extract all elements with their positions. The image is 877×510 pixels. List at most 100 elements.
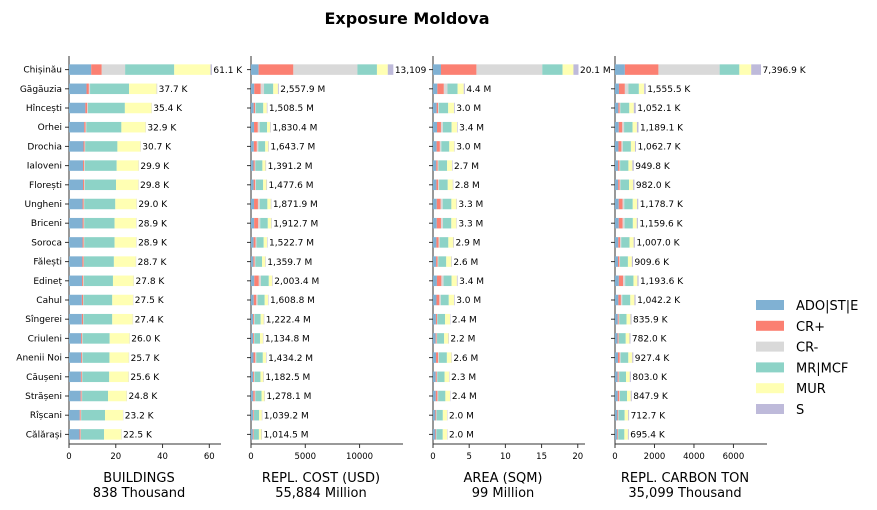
bar-value-label: 1,555.5 K	[647, 85, 691, 95]
bar-segment-mr-mcf	[439, 179, 448, 191]
bar-segment-cr-	[436, 179, 439, 191]
bar-segment-mur	[627, 256, 632, 267]
bar-value-label: 37.7 K	[159, 85, 189, 95]
bar-segment-mur	[624, 409, 629, 421]
bar-segment-ado-st-e	[433, 333, 436, 344]
bar-segment-mur	[267, 121, 271, 133]
bar-segment-mr-mcf	[440, 294, 449, 306]
bar-segment-cr-	[254, 256, 256, 267]
bar-segment-ado-st-e	[69, 371, 81, 383]
bar-value-label: 1,189.1 K	[640, 123, 684, 133]
bar-segment-mr-mcf	[84, 160, 117, 171]
x-tick-label: 60	[204, 452, 215, 462]
bar-segment-ado-st-e	[69, 390, 81, 402]
legend-label: CR+	[796, 320, 825, 335]
bar-segment-s	[636, 217, 638, 229]
bar-segment-cr-	[253, 294, 257, 306]
bar-segment-s	[633, 179, 635, 191]
bar-segment-cr-	[254, 217, 259, 229]
bar-segment-mur	[121, 121, 146, 133]
bar-segment-cr-	[85, 121, 87, 133]
bar-segment-cr-	[83, 141, 85, 152]
bar-segment-mur	[114, 237, 137, 248]
bar-segment-mur	[630, 141, 636, 152]
bar-segment-mr-mcf	[83, 256, 114, 267]
bar-segment-cr-	[436, 160, 438, 171]
bar-value-label: 2.0 M	[449, 431, 474, 441]
bar-segment-cr-	[440, 64, 477, 75]
bar-segment-ado-st-e	[251, 102, 254, 114]
bar-segment-mur	[446, 352, 452, 363]
bar-value-label: 29.8 K	[140, 181, 170, 191]
bar-segment-cr-	[617, 409, 619, 421]
bar-segment-ado-st-e	[69, 179, 84, 191]
bar-segment-ado-st-e	[69, 429, 80, 440]
bar-value-label: 27.4 K	[135, 315, 165, 325]
bar-segment-mur	[260, 333, 263, 344]
bar-segment-mr-mcf	[438, 256, 447, 267]
bar-segment-cr-	[436, 198, 441, 210]
x-tick-label: 0	[66, 452, 71, 462]
bar-segment-cr-	[255, 102, 256, 114]
bar-segment-cr-	[253, 371, 255, 383]
bar-segment-mr-mcf	[357, 64, 377, 75]
bar-value-label: 3.0 M	[456, 104, 481, 114]
bar-value-label: 24.8 K	[128, 392, 158, 402]
bar-segment-ado-st-e	[69, 160, 84, 171]
bar-segment-mur	[444, 371, 450, 383]
bar-segment-mr-mcf	[264, 83, 274, 95]
bar-segment-ado-st-e	[615, 275, 619, 287]
bar-segment-s	[637, 198, 639, 210]
bar-segment-ado-st-e	[615, 352, 618, 363]
bar-segment-cr-	[88, 83, 91, 95]
bar-segment-mur	[109, 333, 130, 344]
bar-value-label: 61.1 K	[213, 66, 243, 76]
bar-value-label: 782.0 K	[632, 335, 668, 345]
bar-segment-cr-	[618, 83, 625, 95]
bar-segment-ado-st-e	[615, 390, 618, 402]
bar-segment-cr-	[436, 352, 438, 363]
bar-segment-cr-	[617, 333, 619, 344]
y-tick-label: Soroca	[31, 238, 62, 248]
bar-value-label: 1,039.2 M	[264, 411, 309, 421]
bar-segment-mur	[627, 390, 631, 402]
bar-segment-ado-st-e	[433, 429, 436, 440]
legend-swatch	[756, 300, 784, 310]
bar-value-label: 2.6 M	[453, 354, 478, 364]
bar-segment-cr-	[436, 141, 440, 152]
bar-segment-mr-mcf	[442, 198, 452, 210]
bar-segment-s	[573, 64, 579, 75]
bar-segment-mur	[739, 64, 752, 75]
y-tick-label: Fălești	[33, 258, 62, 268]
bar-segment-cr-	[618, 198, 623, 210]
x-axis-label: BUILDINGS	[103, 471, 174, 486]
bar-segment-mr-mcf	[438, 390, 446, 402]
x-axis-label: AREA (SQM)	[463, 471, 542, 486]
bar-value-label: 835.9 K	[633, 315, 669, 325]
bar-segment-s	[265, 160, 267, 171]
bar-segment-cr-	[618, 294, 621, 306]
y-tick-label: Ialoveni	[27, 162, 62, 172]
bar-segment-mr-mcf	[443, 275, 452, 287]
legend-swatch	[756, 341, 784, 352]
bar-segment-mur	[445, 390, 451, 402]
bar-segment-s	[632, 160, 634, 171]
bar-segment-mur	[376, 64, 388, 75]
bar-segment-cr-	[618, 141, 622, 152]
bar-value-label: 3.3 M	[458, 200, 483, 210]
y-tick-label: Găgăuzia	[20, 85, 62, 95]
bar-segment-mr-mcf	[80, 429, 105, 440]
bar-segment-cr-	[81, 294, 84, 306]
bar-segment-mur	[628, 352, 633, 363]
x-tick-label: 10	[500, 452, 511, 462]
bar-segment-mr-mcf	[438, 352, 447, 363]
bar-segment-s	[631, 256, 633, 267]
bar-value-label: 1,871.9 M	[273, 200, 318, 210]
bar-segment-mur	[624, 429, 628, 440]
bar-segment-cr-	[476, 64, 543, 75]
x-tick-label: 4000	[683, 452, 705, 462]
bar-segment-ado-st-e	[433, 141, 437, 152]
x-axis-label: REPL. CARBON TON	[621, 471, 749, 486]
bar-segment-cr-	[82, 198, 84, 210]
